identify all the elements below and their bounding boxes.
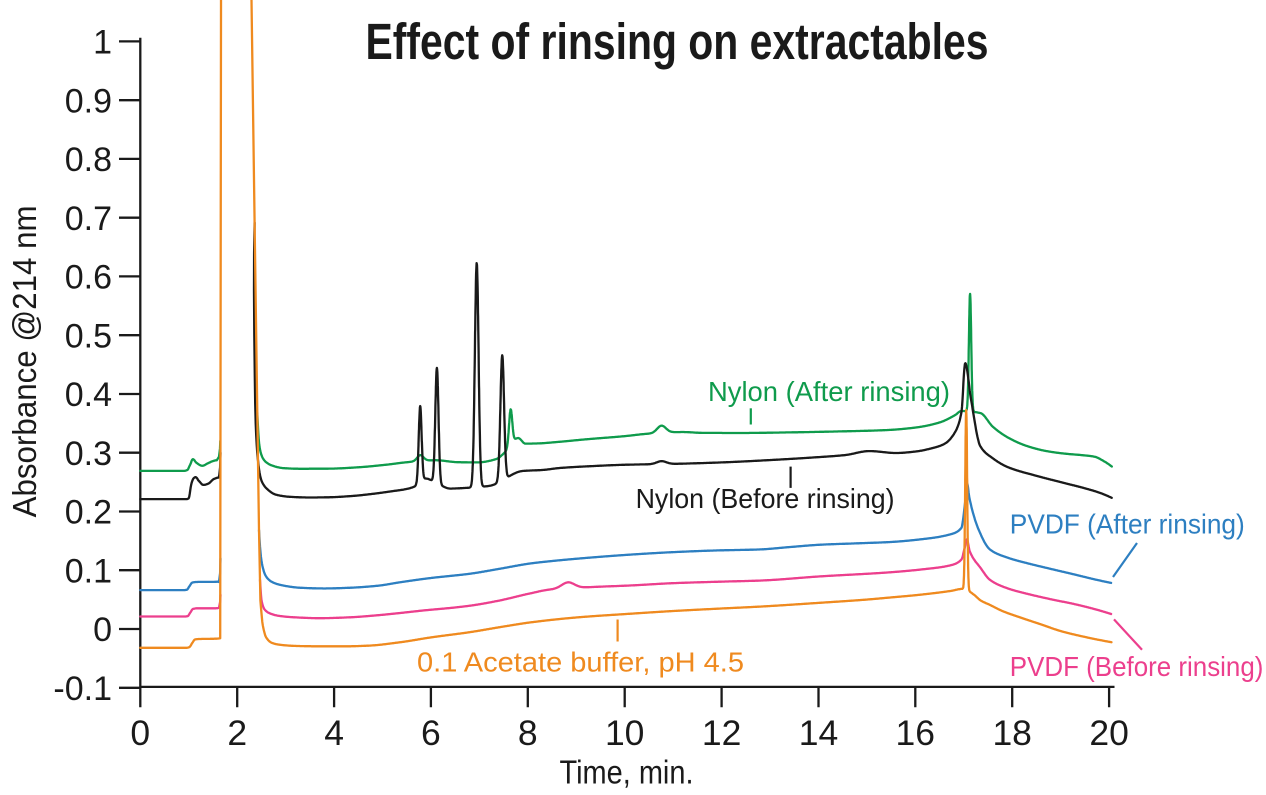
svg-text:2: 2 [227,713,247,753]
svg-text:20: 20 [1089,713,1129,753]
svg-text:0.4: 0.4 [65,376,112,414]
svg-text:PVDF (After rinsing): PVDF (After rinsing) [1010,509,1245,540]
svg-text:0.9: 0.9 [65,82,112,120]
svg-text:Nylon (After rinsing): Nylon (After rinsing) [708,376,950,407]
svg-text:8: 8 [518,713,538,753]
svg-text:0.1: 0.1 [65,552,112,590]
svg-text:10: 10 [605,713,645,753]
svg-text:0.2: 0.2 [65,494,112,532]
svg-text:6: 6 [421,713,441,753]
svg-text:0.7: 0.7 [65,200,112,238]
svg-text:-0.1: -0.1 [53,670,112,708]
svg-text:PVDF (Before rinsing): PVDF (Before rinsing) [1010,651,1264,682]
svg-text:0: 0 [130,713,150,753]
svg-text:Time, min.: Time, min. [560,754,694,791]
svg-text:14: 14 [799,713,839,753]
svg-text:0.5: 0.5 [65,317,112,355]
svg-text:Absorbance @214 nm: Absorbance @214 nm [6,205,43,517]
svg-text:Nylon (Before rinsing): Nylon (Before rinsing) [636,483,895,514]
svg-text:Effect of rinsing on extractab: Effect of rinsing on extractables [366,13,989,70]
svg-text:0.8: 0.8 [65,141,112,179]
svg-text:0.3: 0.3 [65,435,112,473]
svg-text:0.1 Acetate buffer, pH 4.5: 0.1 Acetate buffer, pH 4.5 [417,647,744,678]
svg-text:0.6: 0.6 [65,259,112,297]
svg-text:16: 16 [896,713,936,753]
svg-text:18: 18 [992,713,1032,753]
svg-text:1: 1 [93,24,112,62]
svg-text:4: 4 [324,713,344,753]
svg-text:12: 12 [702,713,742,753]
svg-text:0: 0 [93,611,112,649]
